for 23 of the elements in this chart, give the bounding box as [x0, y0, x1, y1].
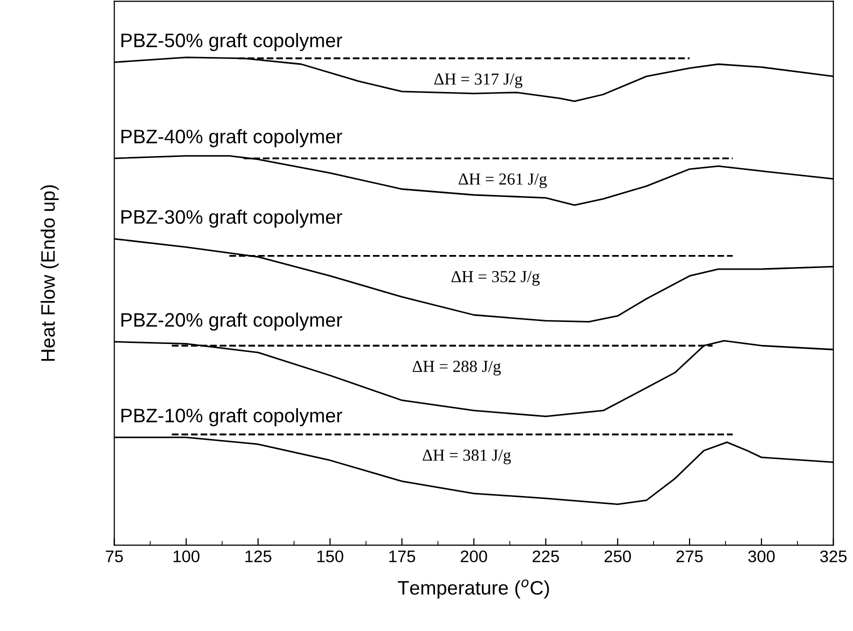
series-label: PBZ-50% graft copolymer	[121, 33, 342, 52]
x-tick-label: 125	[245, 550, 272, 562]
y-axis-title: Heat Flow (Endo up)	[40, 185, 59, 361]
annotation: ΔH = 381 J/g	[422, 450, 511, 464]
series-label: PBZ-30% graft copolymer	[121, 210, 342, 228]
annotation: ΔH = 317 J/g	[434, 73, 522, 88]
x-tick-label: 225	[532, 550, 559, 562]
x-tick-label: 150	[317, 550, 344, 562]
annotation: ΔH = 288 J/g	[412, 360, 501, 376]
x-tick-label: 175	[389, 550, 416, 562]
series-label: PBZ-10% graft copolymer	[121, 408, 342, 426]
annotation: ΔH = 352 J/g	[451, 271, 540, 286]
x-tick-label: 75	[106, 550, 123, 562]
x-tick-label: 200	[460, 550, 488, 562]
x-tick-label: 275	[676, 550, 703, 562]
x-axis-title: Temperature ($^{o}$C)	[398, 579, 549, 599]
x-tick-label: 300	[748, 550, 775, 562]
series-label: PBZ-20% graft copolymer	[121, 312, 342, 331]
x-tick-label: 325	[820, 550, 847, 562]
series-label: PBZ-40% graft copolymer	[121, 129, 342, 148]
annotation: ΔH = 261 J/g	[458, 173, 547, 188]
x-tick-label: 250	[604, 550, 631, 562]
x-tick-label: 100	[174, 550, 200, 562]
